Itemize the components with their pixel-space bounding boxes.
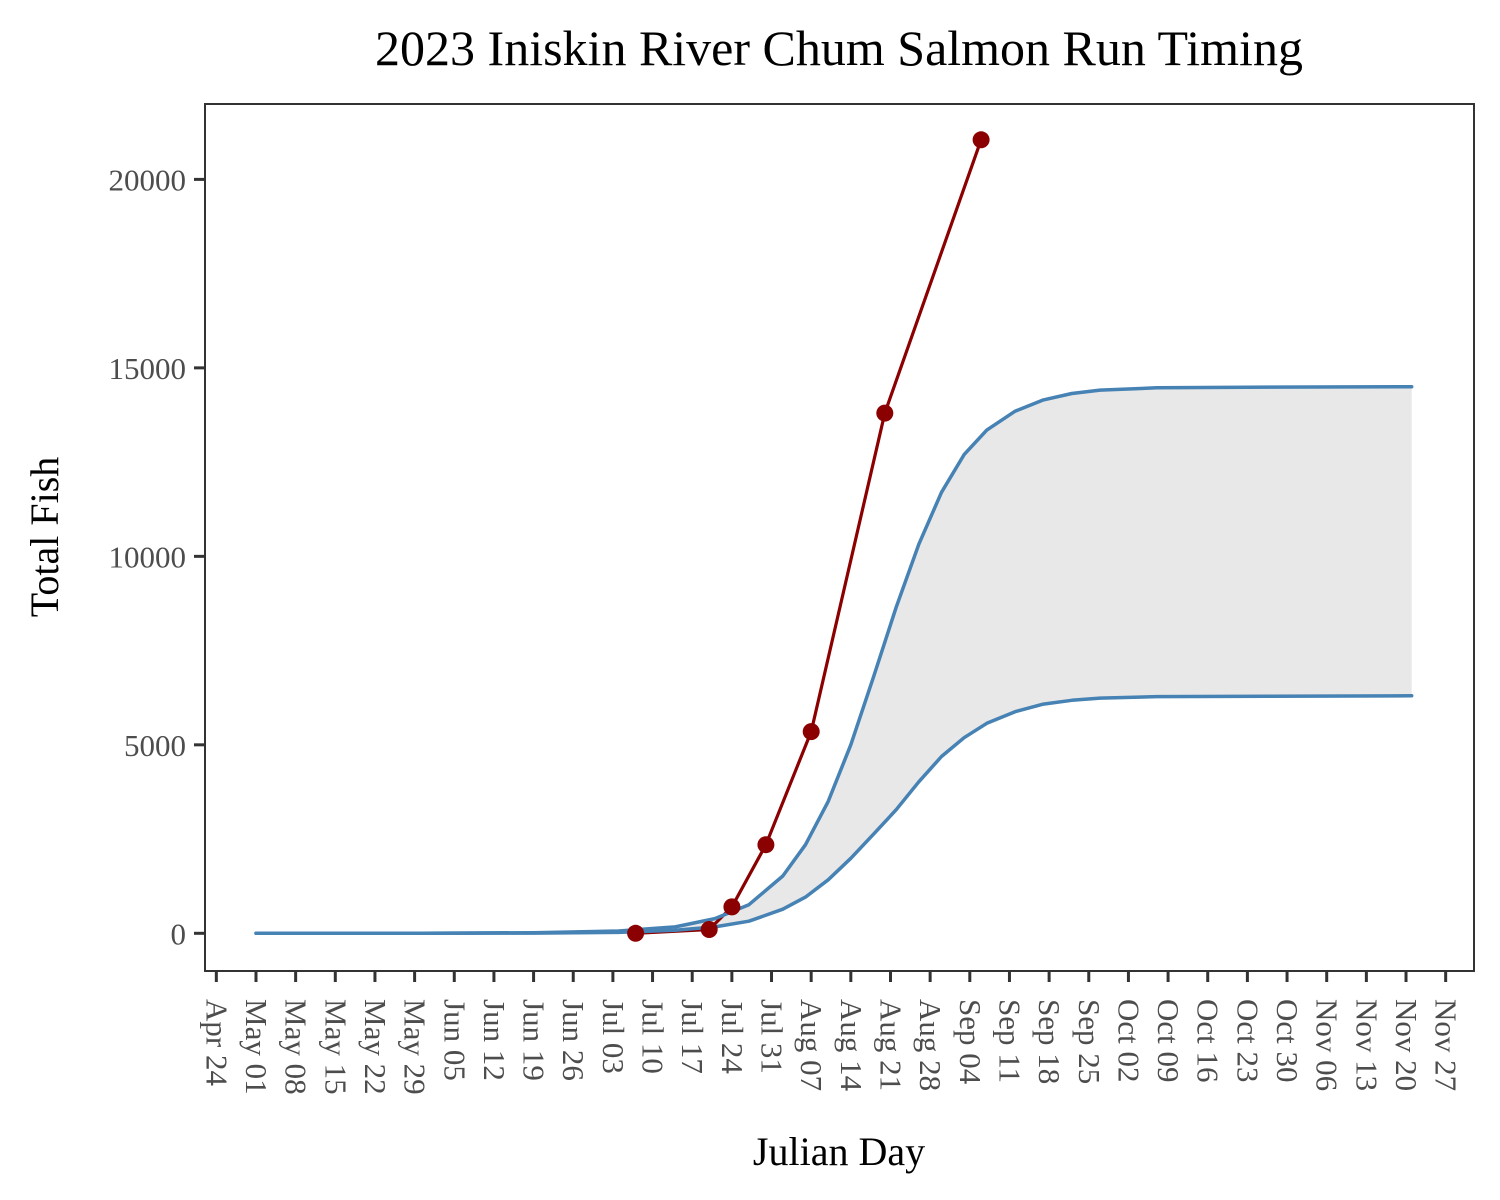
x-tick-label: Sep 18 <box>1032 999 1067 1084</box>
y-tick-label: 10000 <box>109 539 187 574</box>
y-axis: 0 5000 10000 15000 20000 <box>109 162 205 951</box>
x-tick-label: Apr 24 <box>199 999 234 1086</box>
data-point <box>757 836 775 854</box>
data-point <box>972 131 990 149</box>
x-tick-label: Nov 27 <box>1429 999 1464 1091</box>
x-tick-label: Sep 04 <box>953 999 988 1085</box>
x-tick-label: Oct 02 <box>1111 999 1146 1083</box>
chart-title: 2023 Iniskin River Chum Salmon Run Timin… <box>375 20 1303 76</box>
x-tick-label: Jun 26 <box>556 999 591 1081</box>
x-tick-label: Aug 21 <box>874 999 909 1091</box>
x-tick-label: Oct 16 <box>1191 999 1226 1083</box>
x-tick-label: Aug 28 <box>913 999 948 1091</box>
y-tick-label: 15000 <box>109 351 187 386</box>
x-tick-label: Oct 23 <box>1230 999 1265 1083</box>
x-axis-title: Julian Day <box>753 1129 925 1174</box>
data-point <box>876 404 894 422</box>
x-tick-label: Oct 09 <box>1151 999 1186 1083</box>
historical-lower-bound-line <box>254 694 1414 936</box>
x-tick-label: May 22 <box>358 999 393 1095</box>
x-tick-label: Jun 19 <box>517 999 552 1081</box>
x-tick-label: Jun 12 <box>477 999 512 1081</box>
x-tick-label: Jul 03 <box>596 999 631 1074</box>
x-tick-label: Jun 05 <box>437 999 472 1081</box>
historical-range-band-layer <box>256 386 1412 934</box>
x-tick-label: Nov 13 <box>1349 999 1384 1091</box>
y-tick-label: 5000 <box>124 728 186 763</box>
data-point <box>723 898 741 916</box>
data-point <box>700 921 718 938</box>
y-tick-label: 0 <box>171 916 187 951</box>
x-tick-label: Sep 25 <box>1072 999 1107 1084</box>
points-layer <box>627 131 990 942</box>
x-tick-label: Nov 06 <box>1310 999 1345 1091</box>
x-tick-label: Jul 17 <box>675 999 710 1074</box>
x-tick-label: Jul 24 <box>715 999 750 1074</box>
x-tick-label: May 08 <box>279 999 314 1095</box>
x-tick-label: Aug 07 <box>794 999 829 1091</box>
x-tick-label: May 15 <box>318 999 353 1095</box>
x-axis: Apr 24 May 01 May 08 May 15 May 22 May 29 Jun … <box>199 971 1464 1095</box>
historical-range-band <box>256 386 1412 934</box>
data-point <box>802 723 820 741</box>
x-tick-label: Jul 31 <box>755 999 790 1074</box>
x-tick-label: Oct 30 <box>1270 999 1305 1083</box>
plot-panel-border <box>204 103 1475 972</box>
x-tick-label: Aug 14 <box>834 999 869 1092</box>
x-tick-label: Jul 10 <box>636 999 671 1074</box>
y-axis-title: Total Fish <box>22 457 67 618</box>
y-tick-label: 20000 <box>109 162 187 197</box>
historical-upper-bound-line <box>254 384 1414 936</box>
x-tick-label: May 29 <box>398 999 433 1095</box>
x-tick-label: May 01 <box>239 999 274 1095</box>
x-tick-label: Sep 11 <box>993 999 1028 1083</box>
data-point <box>627 924 645 942</box>
x-tick-label: Nov 20 <box>1389 999 1424 1091</box>
